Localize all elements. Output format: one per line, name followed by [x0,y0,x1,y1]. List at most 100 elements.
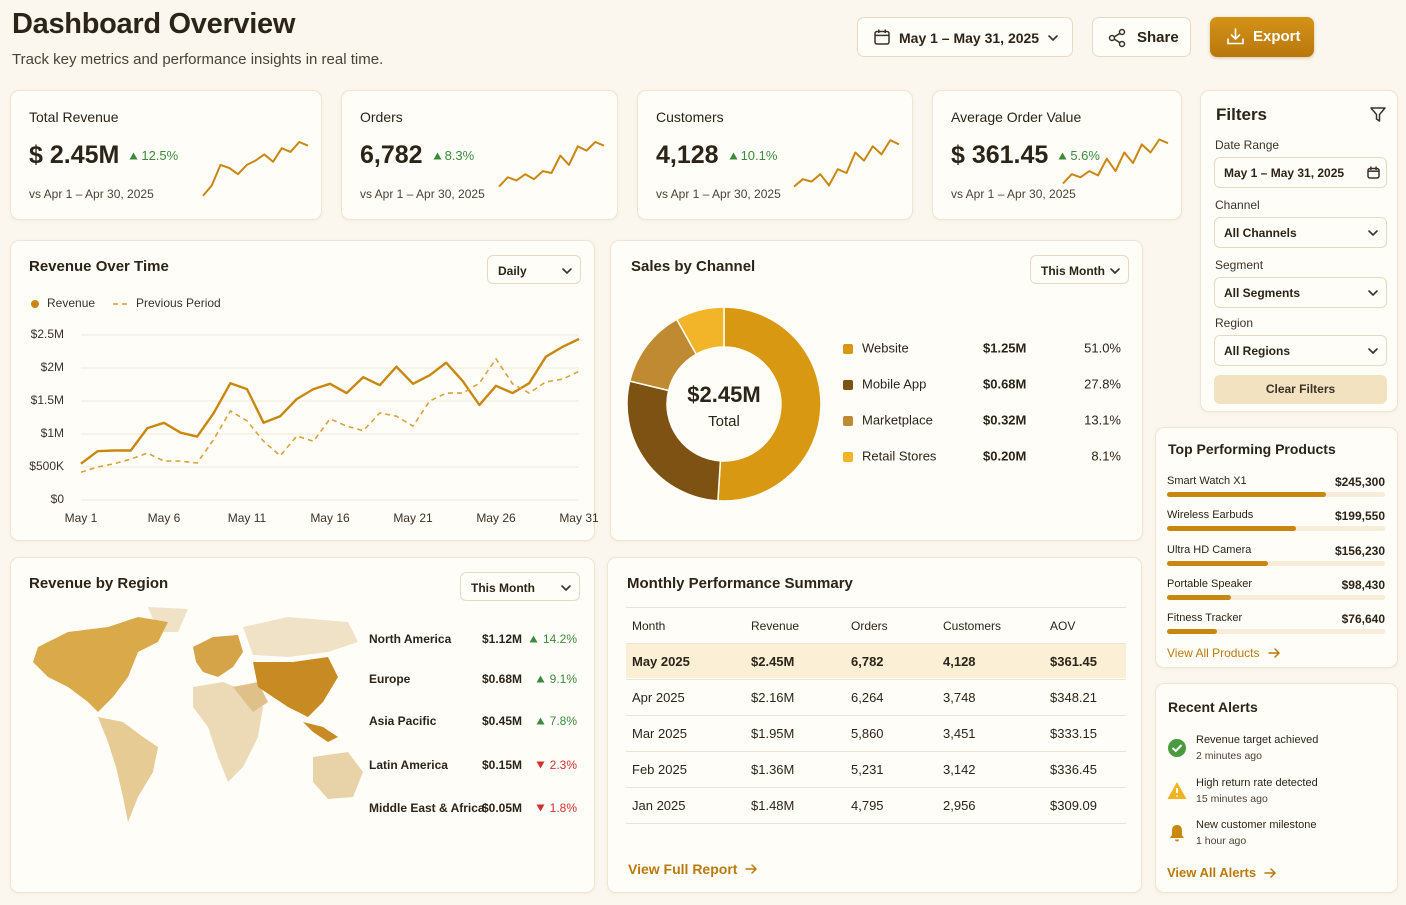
kpi-value-row: 4,128 10.1% [656,141,777,170]
kpi-value: $ 2.45M [29,141,120,169]
date-range-text: May 1 – May 31, 2025 [899,30,1040,46]
table-cell: 3,748 [943,690,976,705]
filter-label: Date Range [1215,138,1280,152]
date-range-button[interactable]: May 1 – May 31, 2025 [857,17,1073,57]
world-map [33,607,363,822]
filter-control[interactable]: All Segments [1214,277,1387,308]
trend-arrow-shape [729,152,738,159]
trend-arrow [1058,152,1067,159]
dropdown[interactable]: This Month [1030,255,1129,284]
card-title: Filters [1216,105,1268,124]
region-name: Middle East & Africa [369,801,485,815]
channel-amount: $0.32M [983,412,1026,427]
legend-label: Mobile App [862,376,926,391]
product-name: Wireless Earbuds [1167,509,1254,522]
x-tick-label: May 31 [559,511,599,525]
product-name: Smart Watch X1 [1167,475,1247,487]
alert-text: Revenue target achieved [1196,734,1319,746]
filter-control[interactable]: All Regions [1214,335,1387,366]
link-text: View All Products [1167,646,1260,660]
view-alerts-link[interactable]: View All Alerts [1167,865,1277,880]
dropdown[interactable]: Daily [487,255,581,284]
kpi-card: Customers 4,128 10.1% vs Apr 1 – Apr 30, 20… [637,90,913,220]
map-land [193,635,243,677]
channel-share: 27.8% [1084,376,1121,391]
map-land [303,722,338,742]
kpi-sparkline [202,141,309,197]
chevron-icon [1368,290,1378,297]
view-report-link[interactable]: View Full Report [628,861,758,877]
chevron-icon [1368,230,1378,237]
legend-label: Website [862,340,909,355]
region-change-value: 7.8% [549,714,577,728]
share-button[interactable]: Share [1092,17,1191,57]
chevron-icon [561,584,571,591]
product-name: Fitness Tracker [1167,612,1243,625]
arrow-path [745,864,758,874]
kpi-value-row: $ 2.45M 12.5% [29,141,178,170]
table-cell: $1.36M [751,762,795,777]
chevron-path [1110,267,1120,274]
x-tick-label: May 6 [148,511,181,525]
table-rule [626,643,1126,644]
filter-label: Segment [1215,258,1264,272]
channel-amount: $1.25M [983,340,1026,355]
icon-shape [1170,825,1184,842]
region-change-value: 9.1% [549,672,577,686]
kpi-sparkline [498,141,605,188]
table-cell: Mar 2025 [632,726,687,741]
legend-swatch [843,344,853,354]
map-land [193,682,263,782]
table-cell: 4,795 [851,798,884,813]
product-revenue: $245,300 [1334,475,1385,489]
clear-filters-button[interactable]: Clear Filters [1214,375,1387,404]
kpi-comparison: vs Apr 1 – Apr 30, 2025 [951,187,1076,201]
kpi-card: Average Order Value $ 361.45 5.6% vs Apr 1 … [932,90,1182,220]
kpi-label: Customers [656,109,724,125]
trend-arrow-shape [529,635,538,643]
kpi-card: Total Revenue $ 2.45M 12.5% vs Apr 1 – Apr … [10,90,322,220]
calendar-body [1367,167,1380,179]
kpi-value: 6,782 [360,141,423,169]
kpi-change: 8.3% [444,148,475,163]
icon-check [1171,744,1183,753]
revenue-chart-card: Revenue Over Time Daily $0 $500K $1M $1.5M $2M… [10,240,599,541]
filter-control[interactable]: May 1 – May 31, 2025 [1214,157,1387,188]
map-land [233,682,268,712]
table-cell: Apr 2025 [632,690,685,705]
product-name: Ultra HD Camera [1167,543,1252,556]
product-bar [1167,526,1297,532]
table-rule [626,823,1126,824]
map-land [33,617,168,712]
channel-amount: $0.68M [983,376,1026,391]
table-rule [626,787,1126,788]
y-tick-label: $2.5M [31,327,64,341]
view-products-link[interactable]: View All Products [1167,646,1280,660]
filter-icon [1370,107,1386,122]
table-header: Customers [943,619,1002,633]
table-cell: 5,860 [851,726,884,741]
export-button[interactable]: Export [1210,17,1314,57]
filter-label: Region [1215,316,1254,330]
page-title: Dashboard Overview [12,8,296,40]
line-chart: $0 $500K $1M $1.5M $2M $2.5M May 1 May 6 May 11 M… [29,296,599,525]
filter-control[interactable]: All Channels [1214,217,1387,248]
calendar-icon [874,29,890,45]
map-land [313,752,363,799]
alert-text: High return rate detected [1196,776,1318,789]
y-tick-label: $0 [51,492,65,506]
summary-card: Monthly Performance Summary Month Revenue O… [607,557,1142,893]
region-revenue: $0.15M [481,758,522,772]
dropdown[interactable]: This Month [460,572,580,601]
page-subtitle: Track key metrics and performance insigh… [12,51,384,68]
donut-slice [626,380,722,502]
channel-share: 8.1% [1091,448,1121,463]
table-cell: $1.48M [751,798,795,813]
x-tick-label: May 26 [476,511,516,525]
table-rule [626,715,1126,716]
region-change-value: 2.3% [549,758,577,772]
trend-arrow-shape [129,152,138,159]
trend-arrow-shape [1058,152,1067,159]
legend-label: Retail Stores [862,448,937,463]
chevron-path [562,267,572,274]
